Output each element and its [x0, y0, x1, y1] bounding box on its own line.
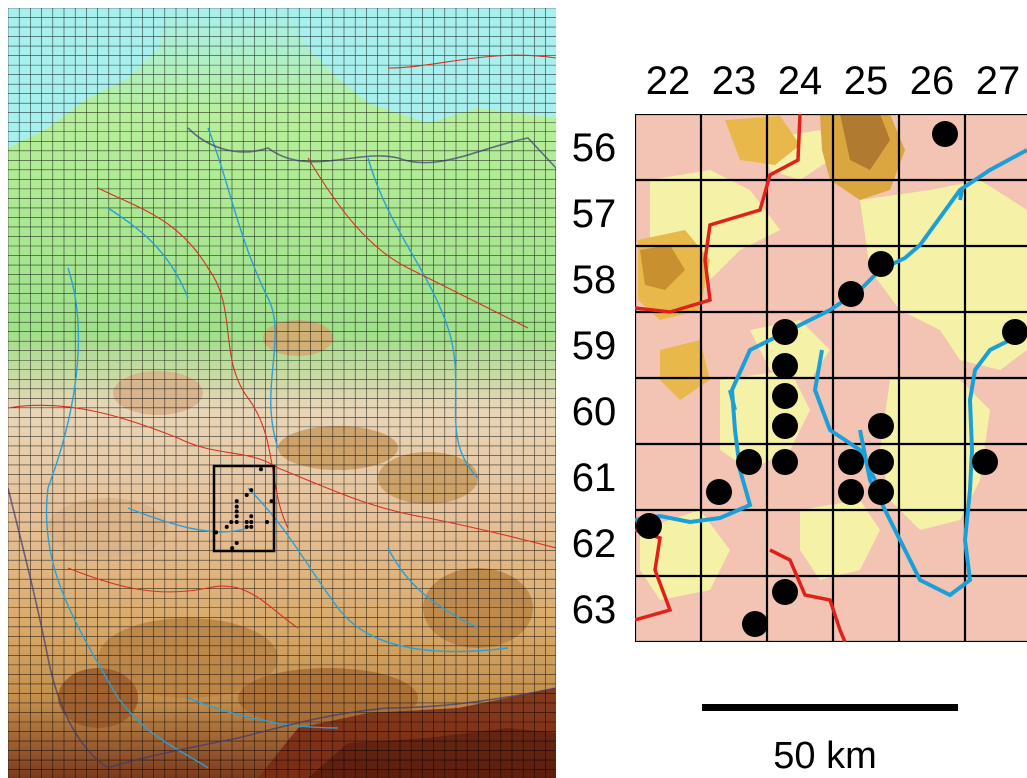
occurrence-dot: [636, 513, 662, 539]
occurrence-dot: [772, 579, 798, 605]
column-label: 26: [910, 59, 955, 103]
overview-occurrence-dot: [230, 546, 235, 551]
detail-river-branch: [812, 349, 882, 491]
scale-bar: 50 km: [702, 704, 958, 777]
occurrence-dot: [868, 251, 894, 277]
occurrence-dot: [1002, 319, 1027, 345]
detail-occurrence-dots: [636, 121, 1027, 637]
row-label: 62: [572, 522, 617, 566]
overview-occurrence-dot: [234, 514, 239, 519]
overview-relief: [8, 8, 556, 778]
overview-map: [8, 8, 556, 778]
occurrence-dot: [772, 449, 798, 475]
overview-occurrence-dot: [249, 514, 254, 519]
column-label: 27: [976, 59, 1021, 103]
overview-occurrence-dot: [224, 524, 229, 529]
scale-bar-label: 50 km: [773, 735, 876, 777]
overview-occurrence-dot: [234, 520, 239, 525]
overview-occurrence-dot: [244, 520, 249, 525]
row-label: 57: [572, 192, 617, 236]
overview-occurrence-dot: [234, 504, 239, 509]
overview-borders: [8, 54, 556, 629]
overview-occurrence-dot: [234, 540, 239, 545]
occurrence-dot: [972, 449, 998, 475]
overview-occurrence-dot: [249, 520, 254, 525]
overview-occurrence-dot: [244, 492, 249, 497]
row-label: 59: [572, 324, 617, 368]
overview-occurrence-dot: [234, 509, 239, 514]
occurrence-dot: [772, 353, 798, 379]
occurrence-dot: [868, 479, 894, 505]
occurrence-dot: [838, 479, 864, 505]
country-border: [8, 127, 556, 769]
overview-occurrence-dot: [244, 524, 249, 529]
overview-occurrence-dot: [249, 488, 254, 493]
overview-rivers: [45, 127, 509, 769]
occurrence-dot: [838, 281, 864, 307]
overview-occurrence-dot: [234, 499, 239, 504]
overview-occurrence-dot: [214, 530, 219, 535]
detail-highland-areas: [638, 114, 905, 400]
occurrence-dot: [772, 319, 798, 345]
occurrence-dot: [706, 479, 732, 505]
column-label: 23: [712, 59, 757, 103]
overview-occurrence-dot: [229, 520, 234, 525]
study-area-box: [212, 464, 276, 553]
overview-occurrence-dots: [214, 467, 274, 551]
row-label: 61: [572, 456, 617, 500]
column-label: 24: [778, 59, 823, 103]
overview-occurrence-dot: [249, 524, 254, 529]
occurrence-dot: [742, 611, 768, 637]
overview-occurrence-dot: [269, 499, 274, 504]
occurrence-dot: [772, 383, 798, 409]
overview-grid: [8, 8, 556, 778]
overview-occurrence-dot: [265, 520, 270, 525]
column-labels: 22 23 24 25 26 27: [646, 59, 1021, 103]
occurrence-dot: [736, 449, 762, 475]
overview-occurrence-dot: [258, 467, 263, 472]
column-label: 25: [844, 59, 889, 103]
detail-river: [635, 148, 1027, 598]
detail-map: 22 23 24 25 26 27 56 57 58 59 60 61 62 63: [572, 59, 1027, 642]
scale-bar-line: [702, 704, 958, 711]
occurrence-dot: [838, 449, 864, 475]
row-label: 63: [572, 588, 617, 632]
occurrence-dot: [868, 413, 894, 439]
column-label: 22: [646, 59, 691, 103]
row-label: 60: [572, 390, 617, 434]
occurrence-dot: [772, 413, 798, 439]
occurrence-dot: [868, 449, 894, 475]
row-label: 56: [572, 126, 617, 170]
row-labels: 56 57 58 59 60 61 62 63: [572, 126, 617, 632]
occurrence-dot: [932, 121, 958, 147]
row-label: 58: [572, 258, 617, 302]
